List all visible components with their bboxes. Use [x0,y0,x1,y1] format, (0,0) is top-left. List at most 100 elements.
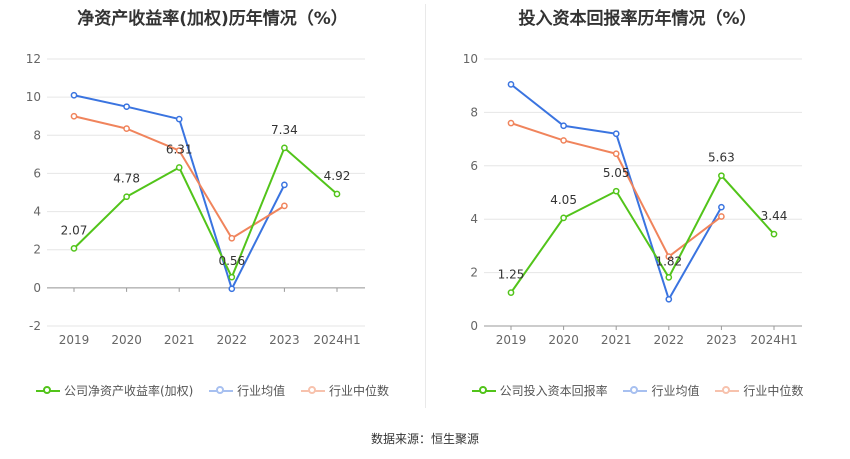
data-label: 4.92 [324,169,351,183]
legend-label-median: 行业中位数 [743,384,804,398]
y-tick-label: 6 [470,159,478,173]
legend-item-median[interactable]: 行业中位数 [715,382,803,399]
roe-chart-panel: 净资产收益率(加权)历年情况（%） -2 0 2 4 6 8 10 12 2019 2020 202… [0,0,425,420]
legend-item-avg[interactable]: 行业均值 [623,382,700,399]
data-point-company [333,190,341,198]
data-point-median [281,202,288,210]
legend-item-median[interactable]: 行业中位数 [301,382,389,399]
data-point-median [507,119,515,127]
data-label: 1.25 [498,268,525,282]
y-tick-label: 0 [33,281,41,295]
legend-item-company[interactable]: 公司投入资本回报率 [471,382,608,399]
data-point-avg [612,130,620,138]
x-tick-label: 2024H1 [313,333,360,347]
x-tick-label: 2022 [217,333,248,347]
legend-label-avg: 行业均值 [651,384,700,398]
x-tick-label: 2019 [59,333,90,347]
roic-chart-legend: 公司投入资本回报率 行业均值 行业中位数 [425,382,850,400]
data-label: 0.56 [218,254,245,268]
data-label: 5.05 [603,166,630,180]
data-point-avg [175,115,183,123]
data-label: 4.78 [113,172,140,186]
roe-chart-legend: 公司净资产收益率(加权) 行业均值 行业中位数 [0,382,425,400]
legend-label-median: 行业中位数 [329,384,390,398]
series-line-company [73,146,338,280]
panel-divider [425,4,426,408]
data-point-avg [228,285,236,293]
roe-chart-title: 净资产收益率(加权)历年情况（%） [77,9,348,29]
legend-marker-median [715,385,740,397]
data-label: 5.63 [708,151,735,165]
y-tick-label: 4 [470,212,478,226]
y-tick-label: 6 [33,166,41,180]
x-tick-label: 2022 [654,333,685,347]
data-point-median [612,150,620,158]
x-tick-label: 2023 [706,333,737,347]
data-point-company [665,274,673,281]
data-label: 1.82 [655,254,682,268]
data-point-avg [718,203,725,211]
legend-marker-median [301,385,326,397]
y-tick-label: 4 [33,205,41,219]
data-point-avg [123,103,130,111]
data-point-company [612,187,620,195]
data-point-median [228,234,236,242]
data-point-company [281,144,288,152]
y-tick-label: 2 [470,266,478,280]
legend-label-company: 公司投入资本回报率 [499,384,608,398]
data-point-median [70,112,78,120]
legend-marker-company [471,385,496,397]
legend-item-company[interactable]: 公司净资产收益率(加权) [35,382,194,399]
series-line-median [73,115,285,240]
x-tick-label: 2019 [496,333,527,347]
x-tick-label: 2024H1 [750,333,797,347]
data-point-median [665,253,673,260]
y-tick-label: 12 [26,52,41,66]
legend-marker-avg [623,385,648,397]
data-point-median [560,137,567,144]
data-label: 2.07 [61,223,88,237]
y-tick-label: 10 [26,90,41,104]
data-source-note: 数据来源：恒生聚源 [370,432,479,446]
data-point-median [175,147,183,154]
data-label: 3.44 [761,209,788,223]
data-label: 7.34 [271,123,298,137]
y-tick-label: -2 [29,319,41,333]
data-point-avg [560,122,567,130]
data-point-company [507,289,515,296]
data-point-company [770,230,778,238]
roic-chart: 0 2 4 6 8 10 2019 2020 2021 2022 2023 2024H1 1.25 4.0… [463,52,802,347]
y-tick-label: 2 [33,243,41,257]
data-point-company [175,164,183,171]
roic-chart-panel: 投入资本回报率历年情况（%） 0 2 4 6 8 10 2019 2020 2021 2022 20… [425,0,850,420]
data-point-company [228,273,236,281]
legend-label-company: 公司净资产收益率(加权) [63,384,194,398]
legend-marker-company [35,385,60,397]
legend-marker-avg [209,385,234,397]
data-point-company [123,193,130,201]
data-point-avg [281,181,288,189]
y-tick-label: 8 [33,128,41,142]
x-tick-label: 2023 [269,333,300,347]
data-point-median [123,125,130,132]
data-point-avg [665,295,673,303]
data-label: 4.05 [550,193,577,207]
legend-item-avg[interactable]: 行业均值 [209,382,285,399]
x-tick-label: 2021 [164,333,195,347]
y-tick-label: 0 [470,319,478,333]
legend-label-avg: 行业均值 [237,384,286,398]
y-tick-label: 10 [463,52,478,66]
series-line-company [510,173,775,294]
x-tick-label: 2020 [111,333,142,347]
data-point-avg [507,81,515,88]
data-point-median [718,213,725,220]
roe-chart: -2 0 2 4 6 8 10 12 2019 2020 2021 2022 2023 2024H1 2.0… [26,52,365,347]
data-point-company [70,245,78,252]
y-tick-label: 8 [470,105,478,119]
data-point-avg [70,91,78,99]
data-point-company [718,172,725,180]
data-label: 6.31 [166,143,193,157]
x-tick-label: 2020 [548,333,579,347]
data-point-company [560,214,567,222]
x-tick-label: 2021 [601,333,632,347]
